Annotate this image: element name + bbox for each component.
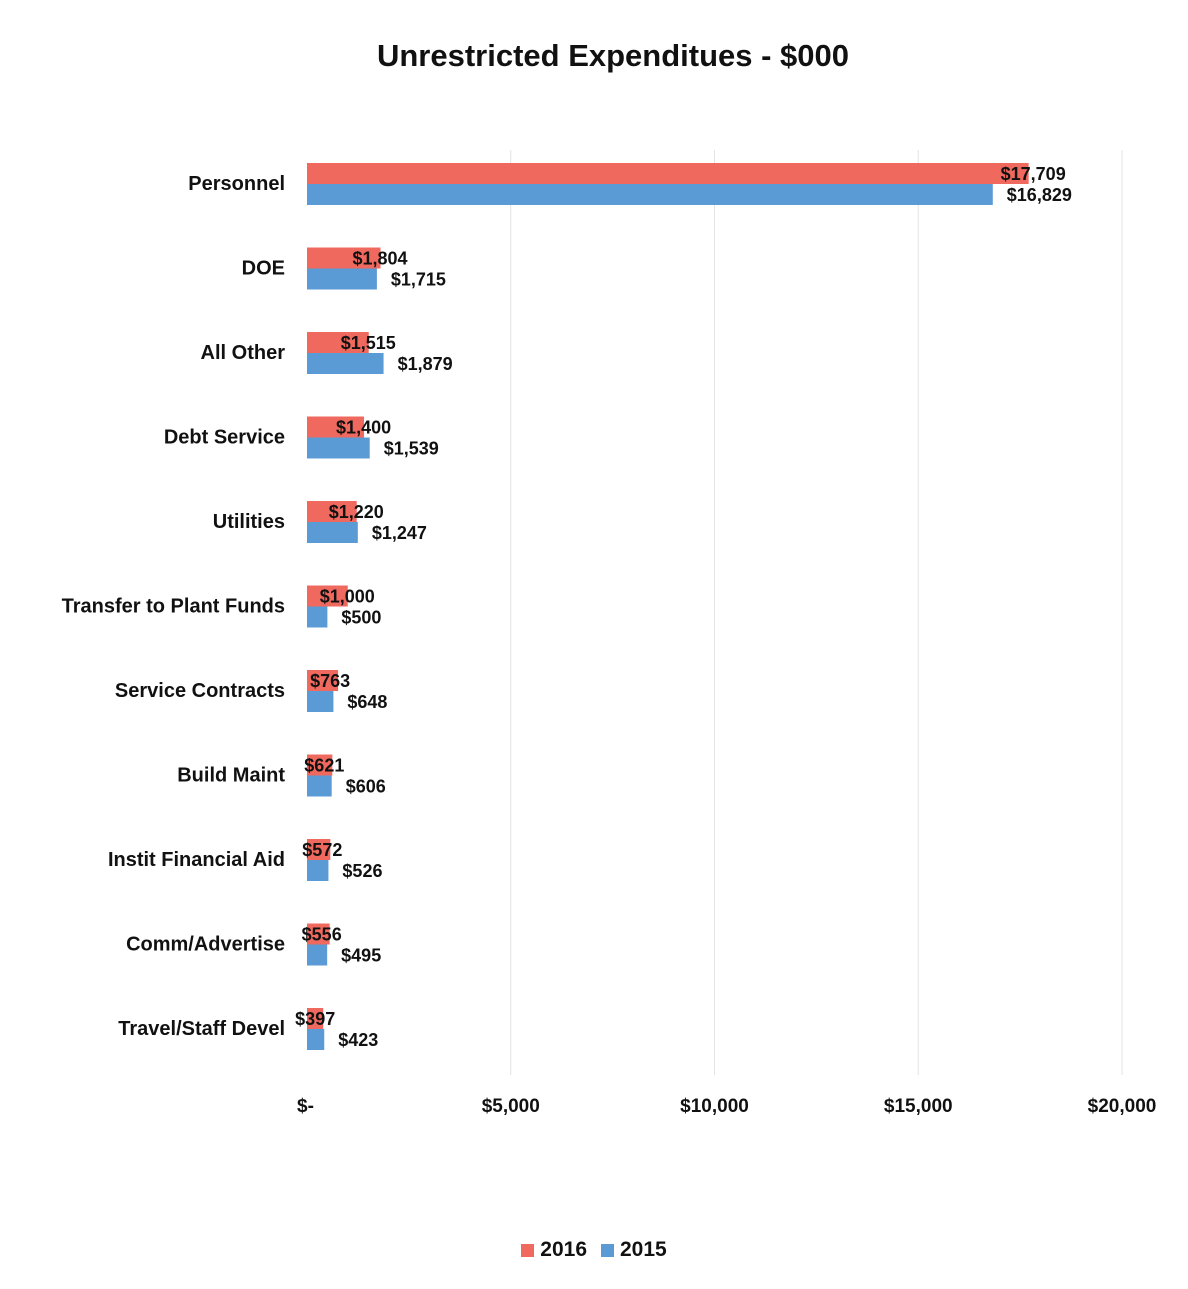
bar-2016 <box>307 332 369 353</box>
category-label: Travel/Staff Devel <box>118 1018 285 1040</box>
data-label-2016: $17,709 <box>1001 164 1066 184</box>
data-label-2016: $1,400 <box>336 418 391 438</box>
category-label: Comm/Advertise <box>126 934 285 956</box>
bar-2016 <box>307 1008 324 1029</box>
bar-2016 <box>307 923 330 945</box>
legend-label-2016: 2016 <box>540 1238 587 1261</box>
data-label-2015: $423 <box>338 1030 378 1050</box>
bar-2016 <box>307 501 357 522</box>
data-label-2015: $648 <box>347 692 387 712</box>
bar-2015 <box>307 944 328 966</box>
bar-2016 <box>307 839 331 860</box>
data-label-2015: $1,879 <box>398 354 453 374</box>
data-label-2016: $1,000 <box>320 587 375 607</box>
category-label: All Other <box>201 342 286 364</box>
x-tick-label: $5,000 <box>482 1096 540 1117</box>
bar-2015 <box>307 775 332 797</box>
chart-title: Unrestricted Expenditues - $000 <box>376 38 850 73</box>
category-label: Personnel <box>188 173 285 195</box>
data-label-2015: $526 <box>342 861 382 881</box>
x-tick-label: $- <box>297 1096 314 1117</box>
bar-2015 <box>307 1029 325 1050</box>
category-label: Debt Service <box>164 427 285 449</box>
bar-2016 <box>307 585 348 607</box>
bar-2015 <box>307 691 334 712</box>
data-label-2016: $763 <box>310 671 350 691</box>
data-label-2016: $572 <box>302 840 342 860</box>
data-label-2016: $1,515 <box>341 333 396 353</box>
bar-2015 <box>307 268 377 290</box>
bar-2015 <box>307 184 993 205</box>
data-label-2015: $1,247 <box>372 523 427 543</box>
data-label-2016: $1,804 <box>353 249 408 269</box>
bar-2016 <box>307 670 339 691</box>
category-label: Transfer to Plant Funds <box>62 596 285 618</box>
bar-2015 <box>307 437 370 459</box>
data-label-2016: $1,220 <box>329 502 384 522</box>
data-label-2016: $397 <box>295 1009 335 1029</box>
legend-item-2015: 2015 <box>601 1238 667 1262</box>
bar-2016 <box>307 247 381 269</box>
category-label: DOE <box>242 258 285 280</box>
legend-label-2015: 2015 <box>620 1238 667 1261</box>
bar-2015 <box>307 522 358 543</box>
legend-item-2016: 2016 <box>521 1238 587 1262</box>
bar-2016 <box>307 163 1029 184</box>
data-label-2016: $556 <box>302 925 342 945</box>
legend-swatch-2016 <box>521 1243 535 1257</box>
legend-swatch-2015 <box>601 1243 614 1257</box>
category-label: Utilities <box>213 511 285 533</box>
bar-2016 <box>307 416 365 438</box>
bar-2015 <box>307 606 328 628</box>
x-tick-label: $15,000 <box>884 1096 953 1117</box>
data-label-2015: $1,715 <box>391 270 446 290</box>
data-label-2015: $495 <box>341 946 381 966</box>
category-label: Build Maint <box>177 765 285 787</box>
data-label-2015: $606 <box>346 777 386 797</box>
bar-2015 <box>307 860 329 881</box>
data-label-2015: $1,539 <box>384 439 439 459</box>
data-label-2016: $621 <box>304 756 344 776</box>
bar-2015 <box>307 353 384 374</box>
data-label-2015: $500 <box>341 608 381 628</box>
bar-2016 <box>307 754 333 776</box>
x-tick-label: $10,000 <box>680 1096 749 1117</box>
category-label: Service Contracts <box>115 680 285 702</box>
category-label: Instit Financial Aid <box>108 849 285 871</box>
x-tick-label: $20,000 <box>1088 1096 1157 1117</box>
data-label-2015: $16,829 <box>1007 185 1072 205</box>
legend: 2016 2015 <box>0 1238 1188 1262</box>
